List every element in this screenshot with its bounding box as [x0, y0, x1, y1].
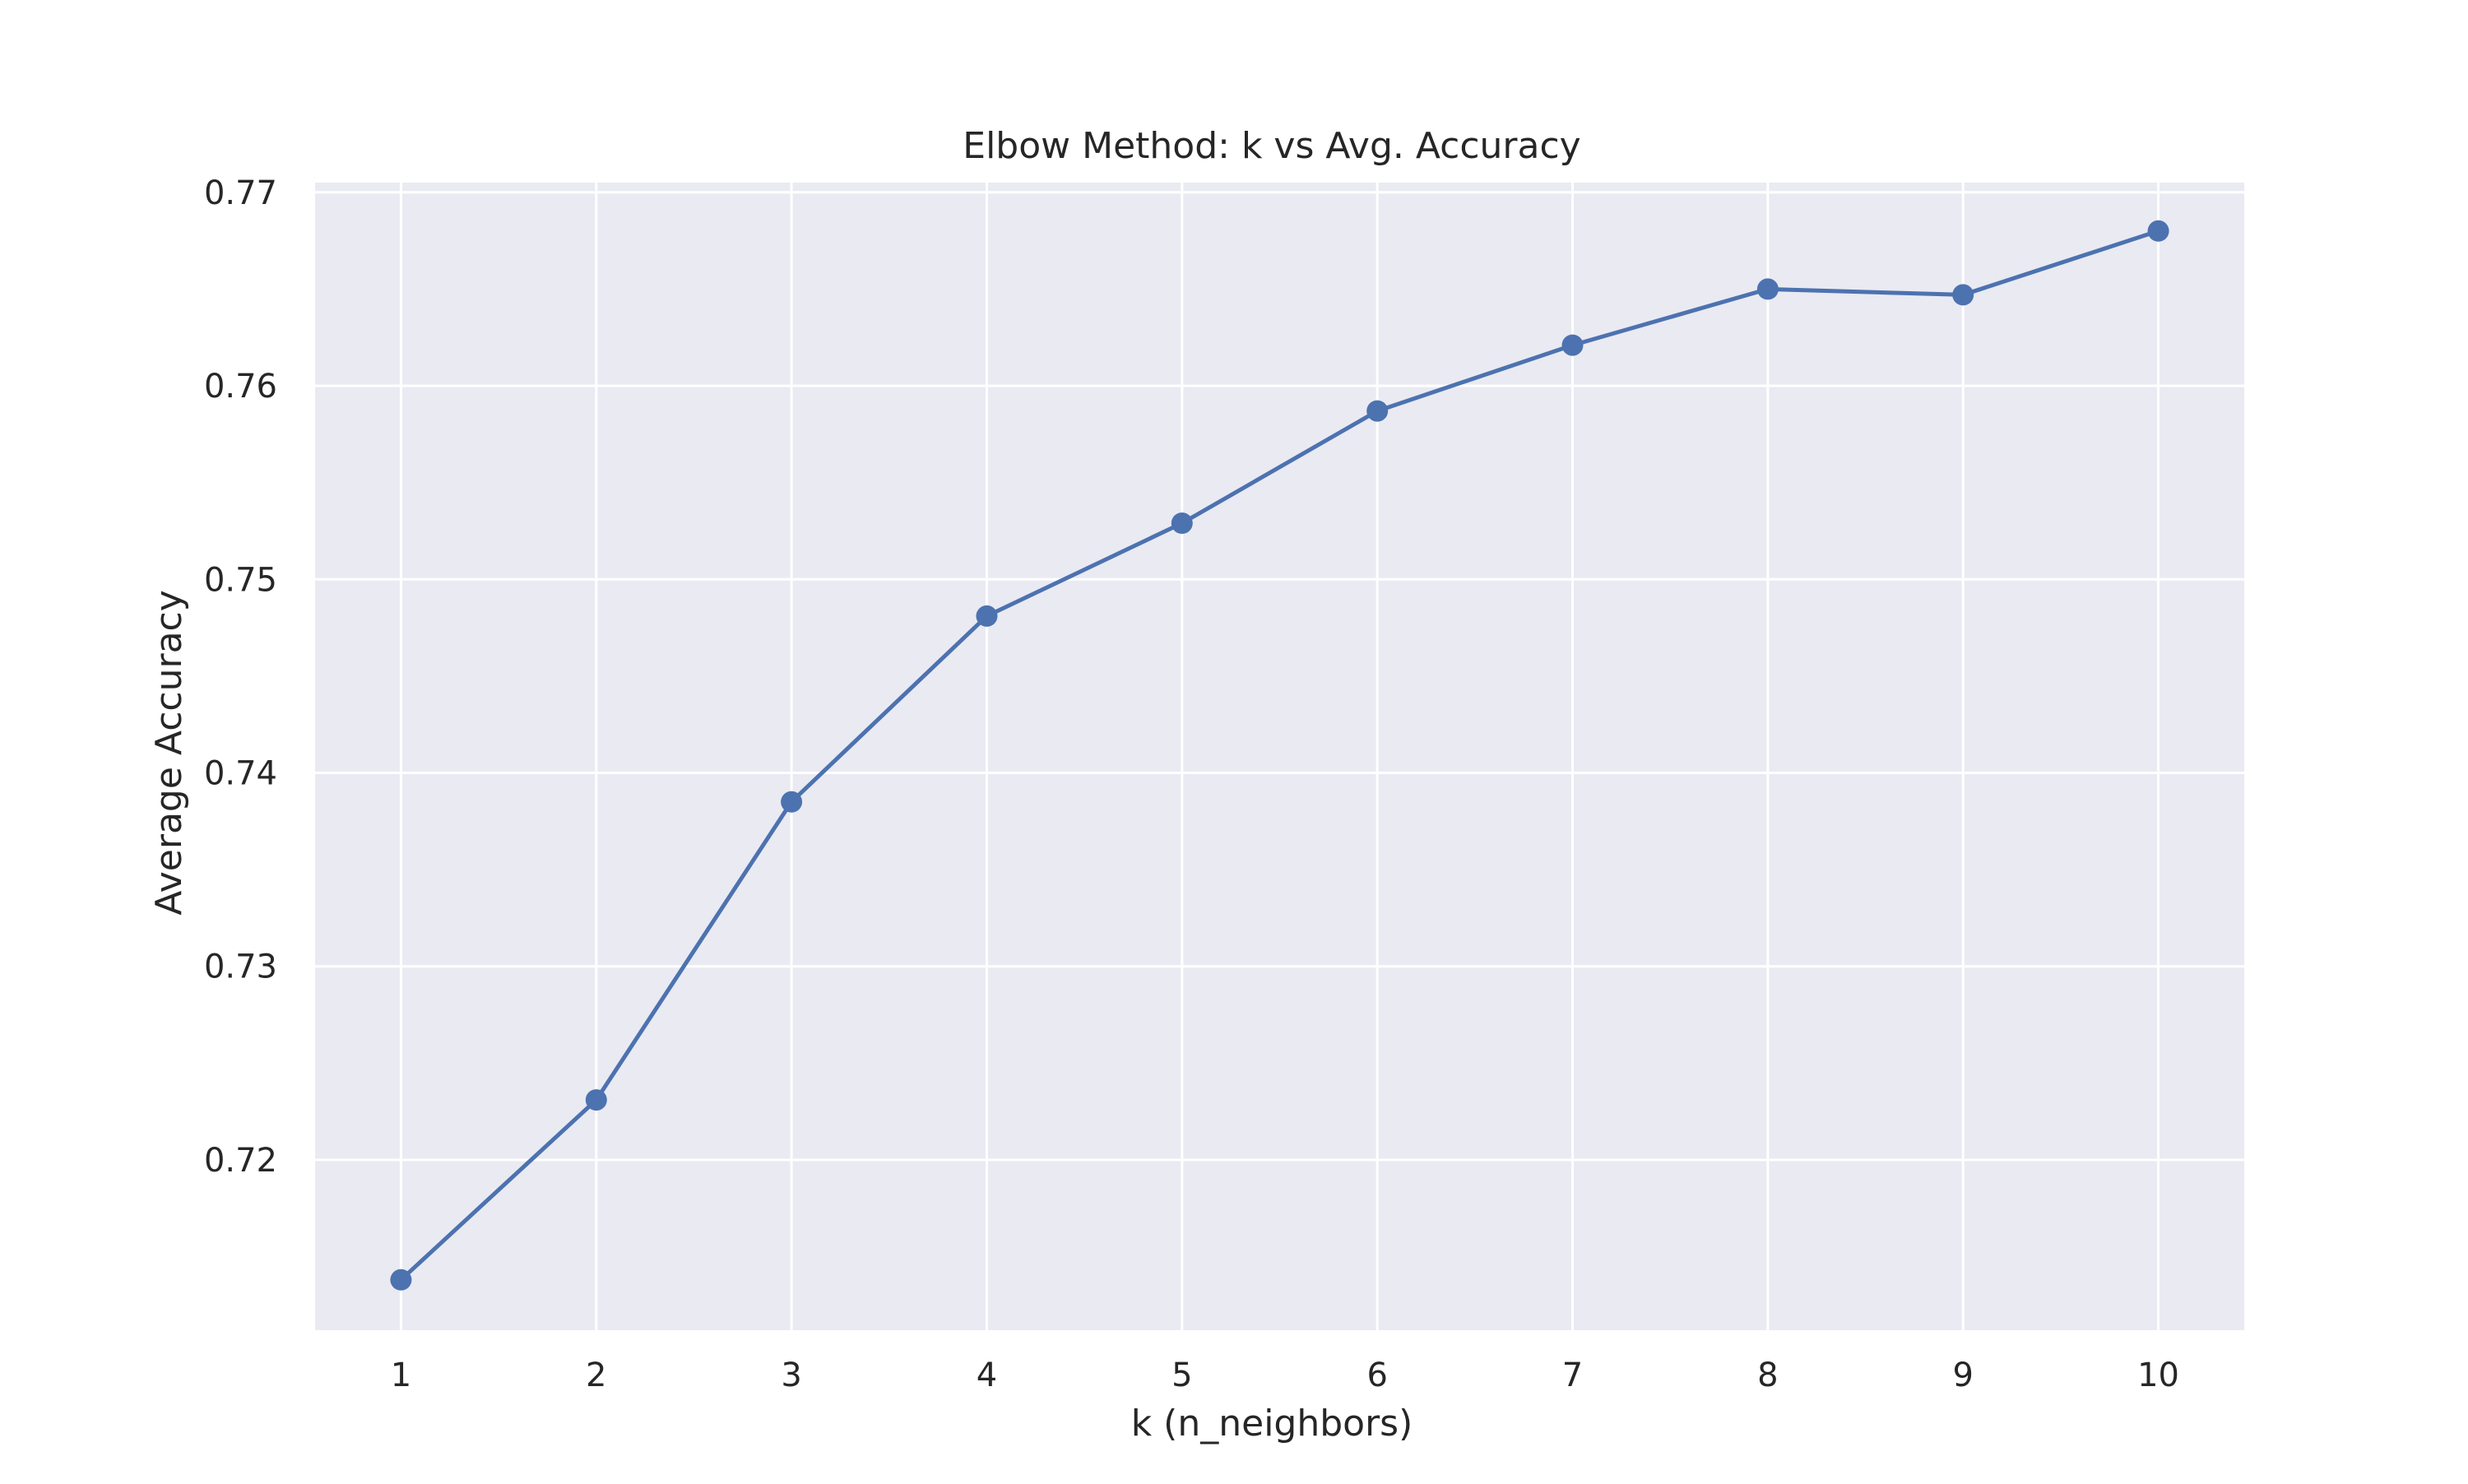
- data-point: [1952, 284, 1974, 306]
- x-tick-label: 8: [1757, 1356, 1778, 1394]
- x-tick-label: 2: [586, 1356, 606, 1394]
- series-layer: [390, 220, 2169, 1291]
- data-point: [1561, 334, 1584, 356]
- x-tick-label: 3: [781, 1356, 801, 1394]
- x-tick-label: 1: [391, 1356, 411, 1394]
- x-tick-label: 5: [1171, 1356, 1192, 1394]
- grid-lines: [315, 183, 2244, 1330]
- y-tick-label: 0.73: [204, 948, 277, 986]
- y-tick-label: 0.75: [204, 561, 277, 599]
- data-point: [2147, 220, 2169, 242]
- x-tick-label: 6: [1366, 1356, 1387, 1394]
- y-axis-label: Average Accuracy: [148, 590, 190, 916]
- x-tick-labels: 1 2 3 4 5 6 7 8 9 10: [391, 1356, 2179, 1394]
- x-tick-label: 10: [2137, 1356, 2179, 1394]
- y-tick-label: 0.76: [204, 368, 277, 406]
- data-point: [1171, 512, 1193, 534]
- y-tick-label: 0.74: [204, 754, 277, 792]
- y-tick-label: 0.77: [204, 174, 277, 212]
- data-point: [976, 605, 998, 627]
- y-tick-labels: 0.72 0.73 0.74 0.75 0.76 0.77: [204, 174, 277, 1180]
- x-tick-label: 7: [1562, 1356, 1583, 1394]
- series-line: [398, 229, 2161, 1282]
- y-tick-label: 0.72: [204, 1142, 277, 1180]
- data-point: [585, 1089, 607, 1111]
- data-point: [390, 1268, 412, 1291]
- x-tick-label: 4: [977, 1356, 997, 1394]
- x-tick-label: 9: [1952, 1356, 1973, 1394]
- x-axis-label: k (n_neighbors): [1131, 1403, 1413, 1445]
- data-point: [781, 791, 803, 813]
- chart-title: Elbow Method: k vs Avg. Accuracy: [963, 125, 1580, 167]
- data-point: [1366, 400, 1389, 422]
- plot-area: [315, 183, 2244, 1330]
- data-point: [1756, 278, 1779, 300]
